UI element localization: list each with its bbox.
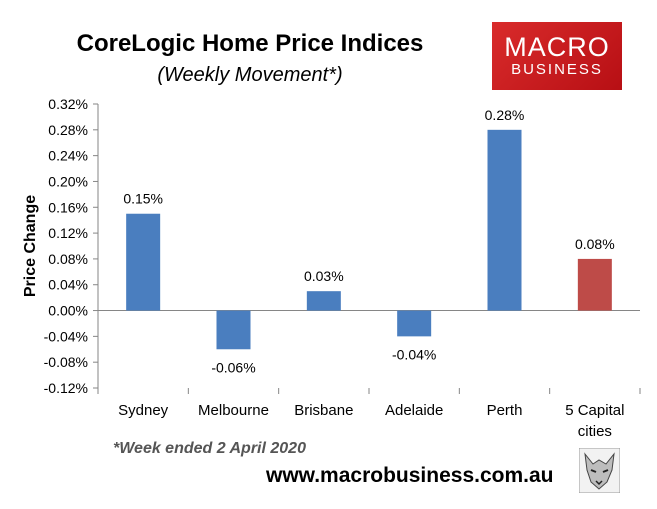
bar [487, 129, 522, 311]
bar [126, 213, 161, 311]
data-label: -0.04% [392, 346, 436, 362]
y-tick-label: 0.32% [48, 96, 88, 112]
category-label: Adelaide [385, 402, 443, 419]
y-tick-label: 0.00% [48, 303, 88, 319]
category-label: Sydney [118, 402, 169, 419]
y-tick-label: 0.28% [48, 122, 88, 138]
footnote: *Week ended 2 April 2020 [113, 440, 306, 457]
chart-subtitle: (Weekly Movement*) [157, 64, 343, 86]
y-axis-title: Price Change [22, 195, 39, 297]
bar [306, 291, 341, 311]
y-tick-label: 0.04% [48, 277, 88, 293]
website-url: www.macrobusiness.com.au [266, 464, 554, 487]
bar [216, 310, 251, 350]
y-tick-label: 0.16% [48, 199, 88, 215]
category-label: Brisbane [294, 402, 353, 419]
y-tick-label: 0.20% [48, 173, 88, 189]
category-label: 5 Capital [565, 402, 624, 419]
y-tick-label: 0.24% [48, 148, 88, 164]
category-label: cities [578, 423, 612, 440]
data-label: 0.15% [123, 191, 163, 207]
y-tick-label: -0.08% [44, 354, 88, 370]
category-label: Perth [487, 402, 523, 419]
logo-line-2: BUSINESS [511, 61, 603, 78]
data-label: 0.03% [304, 268, 344, 284]
category-label: Melbourne [198, 402, 269, 419]
macro-business-logo: MACRO BUSINESS [492, 22, 622, 90]
wolf-logo-icon [579, 448, 620, 493]
y-tick-label: 0.12% [48, 225, 88, 241]
data-label: 0.08% [575, 236, 615, 252]
y-tick-label: -0.12% [44, 380, 88, 396]
y-tick-label: -0.04% [44, 328, 88, 344]
logo-line-1: MACRO [504, 32, 610, 62]
chart-title: CoreLogic Home Price Indices [76, 30, 424, 57]
data-label: 0.28% [485, 107, 525, 123]
data-label: -0.06% [211, 359, 255, 375]
bar [577, 258, 612, 311]
y-tick-label: 0.08% [48, 251, 88, 267]
bar [397, 310, 432, 337]
